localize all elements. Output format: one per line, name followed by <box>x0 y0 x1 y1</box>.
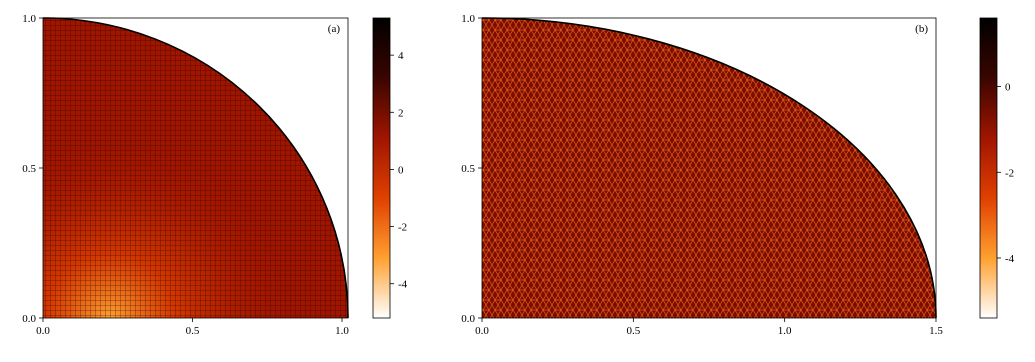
x-tick-label: 0.0 <box>475 325 489 337</box>
y-tick-label: 0.5 <box>461 163 475 175</box>
y-tick-label: 1.0 <box>461 13 475 25</box>
mesh <box>43 18 348 318</box>
y-tick-label: 1.0 <box>22 13 36 25</box>
x-tick-label: 1.5 <box>929 325 943 337</box>
x-tick-label: 0.5 <box>626 325 640 337</box>
colorbar-tick-label: -2 <box>1005 167 1014 179</box>
colorbar-tick-label: -2 <box>398 222 407 234</box>
colorbar-tick-label: 0 <box>1005 82 1011 94</box>
panel-label: (a) <box>328 23 341 35</box>
colorbar-tick-label: 0 <box>398 164 404 176</box>
colorbar-tick-label: -4 <box>398 279 408 291</box>
x-tick-label: 1.0 <box>778 325 792 337</box>
y-tick-label: 0.0 <box>461 313 475 325</box>
colorbar-tick-label: -4 <box>1005 253 1015 265</box>
boundary <box>42 17 349 319</box>
x-tick-label: 0.5 <box>186 325 200 337</box>
x-tick-label: 1.0 <box>335 325 349 337</box>
panel-label: (b) <box>915 23 928 35</box>
colorbar <box>979 17 998 319</box>
x-tick-label: 0.0 <box>36 325 50 337</box>
colorbar <box>372 17 391 319</box>
y-tick-label: 0.5 <box>22 163 36 175</box>
boundary <box>481 17 937 319</box>
y-tick-label: 0.0 <box>22 313 36 325</box>
mesh <box>482 18 936 318</box>
colorbar-tick-label: 4 <box>398 50 404 62</box>
colorbar-tick-label: 2 <box>398 107 404 119</box>
